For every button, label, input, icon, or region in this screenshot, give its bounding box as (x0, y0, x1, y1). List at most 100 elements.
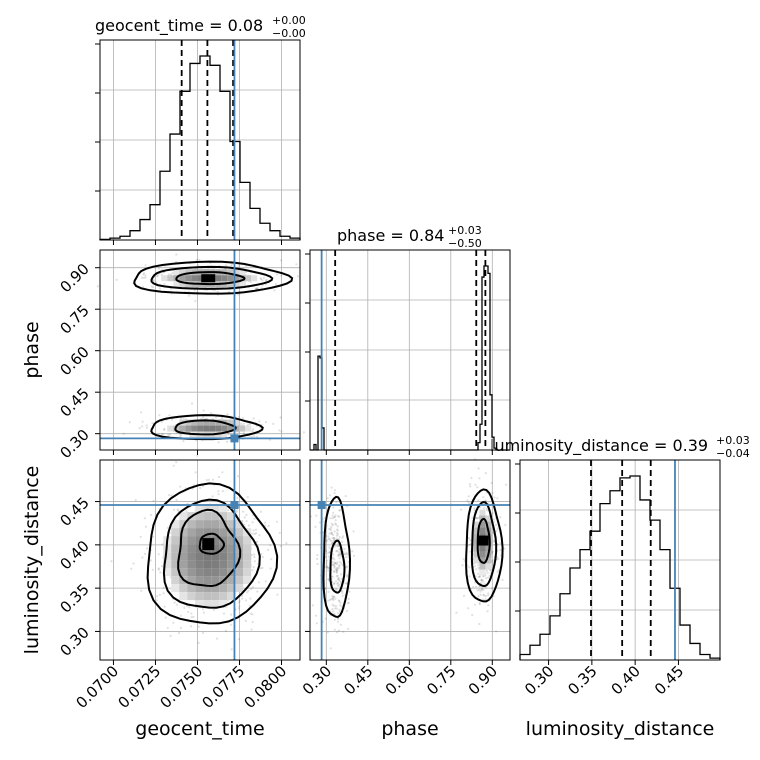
contour-outer (465, 488, 504, 603)
sample-point (338, 509, 341, 512)
sample-point (315, 622, 318, 625)
sample-point (244, 270, 248, 274)
density-cell (171, 544, 180, 553)
sample-point (476, 517, 479, 520)
sample-point (327, 578, 330, 581)
sample-point (227, 432, 230, 436)
sample-point (159, 571, 162, 574)
density-cell (235, 536, 244, 545)
density-cell (203, 576, 212, 585)
sample-point (237, 265, 240, 268)
density-cell (179, 592, 188, 601)
sample-point (318, 521, 321, 524)
sample-point (329, 647, 332, 650)
density-cell (211, 504, 220, 513)
title-geocent-time-sub: −0.00 (272, 27, 306, 40)
sample-point (190, 402, 194, 405)
sample-point (252, 417, 255, 420)
sample-point (345, 566, 348, 569)
x-tick-label: 0.30 (521, 662, 557, 698)
density-cell (211, 512, 220, 521)
sample-point (190, 612, 193, 615)
sample-point (474, 585, 478, 589)
sample-point (177, 509, 180, 512)
mode-marker (201, 274, 216, 283)
sample-point (348, 590, 351, 593)
y-tick-label: 0.45 (56, 494, 92, 530)
sample-point (471, 613, 474, 617)
sample-point (478, 622, 481, 626)
sample-point (152, 499, 155, 502)
sample-point (481, 578, 484, 582)
sample-point (144, 276, 147, 279)
truth-marker (230, 434, 239, 443)
density-cell (227, 552, 236, 561)
contour-outer (133, 260, 294, 295)
sample-point (150, 513, 153, 517)
sample-point (211, 495, 214, 498)
x-tick-label: 0.40 (608, 662, 644, 698)
sample-point (190, 616, 193, 619)
xlabel-geocent-time: geocent_time (135, 718, 264, 740)
sample-point (484, 472, 487, 475)
sample-point (333, 582, 336, 585)
sample-point (338, 553, 341, 556)
sample-point (267, 548, 270, 552)
sample-point (157, 567, 160, 570)
sample-point (166, 626, 169, 630)
sample-point (333, 565, 336, 568)
density-cell (211, 560, 220, 569)
sample-point (338, 610, 342, 613)
density-cell (179, 269, 186, 276)
density-cell (227, 544, 236, 553)
density-cell (239, 275, 246, 282)
sample-point (155, 595, 158, 598)
sample-point (325, 562, 328, 565)
density-cell (191, 275, 198, 282)
x-tick-label: 0.0700 (72, 662, 122, 712)
contour-mid (470, 500, 498, 588)
sample-point (226, 599, 229, 602)
sample-point (339, 560, 342, 564)
sample-point (338, 553, 341, 556)
sample-point (183, 606, 186, 610)
sample-point (339, 580, 342, 584)
sample-point (259, 277, 262, 280)
sample-point (333, 561, 336, 565)
sample-point (332, 564, 335, 567)
sample-point (152, 535, 155, 538)
sample-point (194, 300, 197, 303)
density-cell (227, 576, 236, 585)
sample-point (202, 611, 205, 614)
sample-point (335, 563, 339, 566)
density-cell (203, 592, 212, 601)
density-cell (179, 275, 186, 282)
sample-point (141, 556, 144, 559)
density-cell (243, 552, 252, 561)
sample-point (253, 435, 256, 438)
sample-point (329, 529, 332, 532)
sample-point (345, 553, 348, 556)
density-cell (473, 539, 480, 546)
sample-point (167, 273, 170, 276)
sample-point (326, 631, 329, 634)
sample-point (324, 587, 327, 590)
sample-point (164, 616, 167, 619)
sample-point (170, 494, 173, 497)
sample-point (468, 483, 471, 486)
axes-frame (99, 459, 301, 661)
sample-point (237, 607, 240, 610)
sample-point (487, 594, 490, 597)
sample-point (264, 524, 267, 527)
xlabel-phase: phase (381, 718, 438, 740)
sample-point (333, 562, 336, 565)
sample-point (329, 517, 332, 520)
sample-point (160, 420, 163, 423)
density-cell (485, 521, 492, 528)
density-cell (211, 600, 220, 609)
sample-point (258, 534, 261, 537)
sample-point (243, 516, 246, 519)
sample-point (205, 478, 208, 482)
sample-point (157, 568, 160, 571)
sample-point (490, 481, 493, 485)
